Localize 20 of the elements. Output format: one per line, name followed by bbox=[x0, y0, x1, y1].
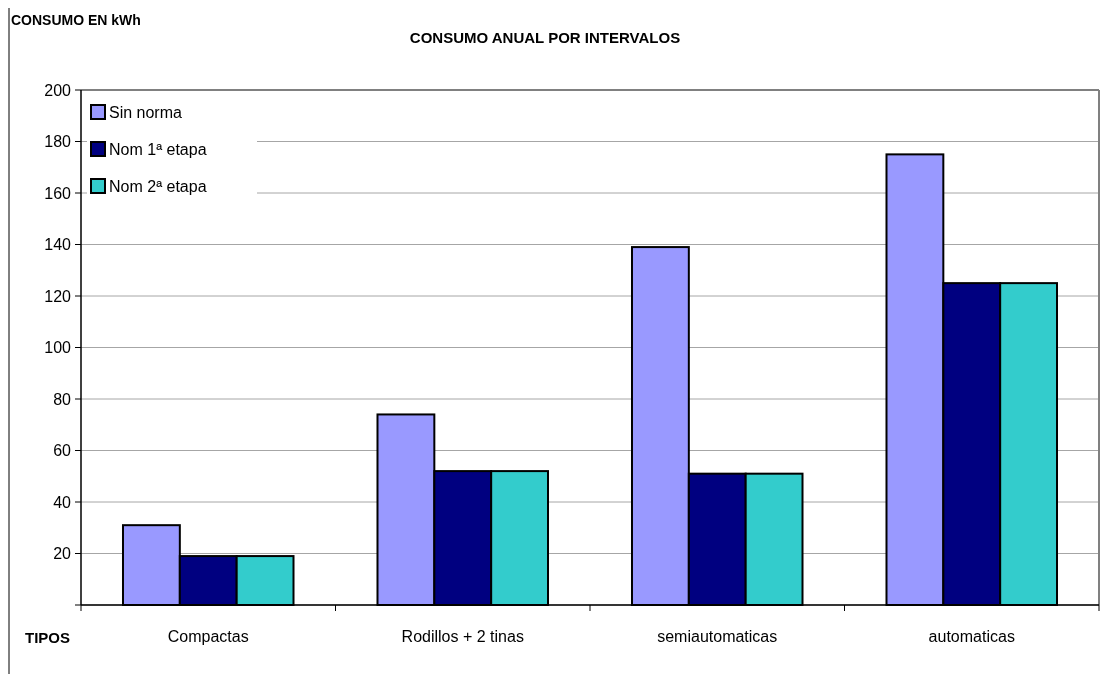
y-tick-label: 20 bbox=[53, 545, 72, 563]
y-tick-label: 140 bbox=[44, 236, 72, 254]
y-axis-title: CONSUMO EN kWh bbox=[11, 12, 141, 28]
legend-label: Nom 1ª etapa bbox=[109, 140, 207, 158]
y-tick-label: 180 bbox=[44, 133, 72, 151]
y-tick-label: 60 bbox=[53, 442, 72, 460]
y-tick-label: 120 bbox=[44, 287, 72, 305]
y-tick-label: 200 bbox=[44, 81, 72, 99]
x-axis-title: TIPOS bbox=[25, 629, 71, 646]
legend-label: Nom 2ª etapa bbox=[109, 177, 207, 195]
x-tick-label: Rodillos + 2 tinas bbox=[401, 628, 524, 645]
legend-label: Sin norma bbox=[109, 103, 183, 121]
y-tick-label: 100 bbox=[44, 339, 72, 357]
y-tick-label: 40 bbox=[53, 493, 72, 511]
x-tick-label: Compactas bbox=[167, 628, 249, 645]
x-tick-label: automaticas bbox=[928, 628, 1015, 645]
x-tick-label: semiautomaticas bbox=[657, 628, 778, 645]
y-tick-label: 160 bbox=[44, 184, 72, 202]
chart-title: CONSUMO ANUAL POR INTERVALOS bbox=[409, 29, 681, 46]
y-tick-label: 80 bbox=[53, 390, 72, 408]
